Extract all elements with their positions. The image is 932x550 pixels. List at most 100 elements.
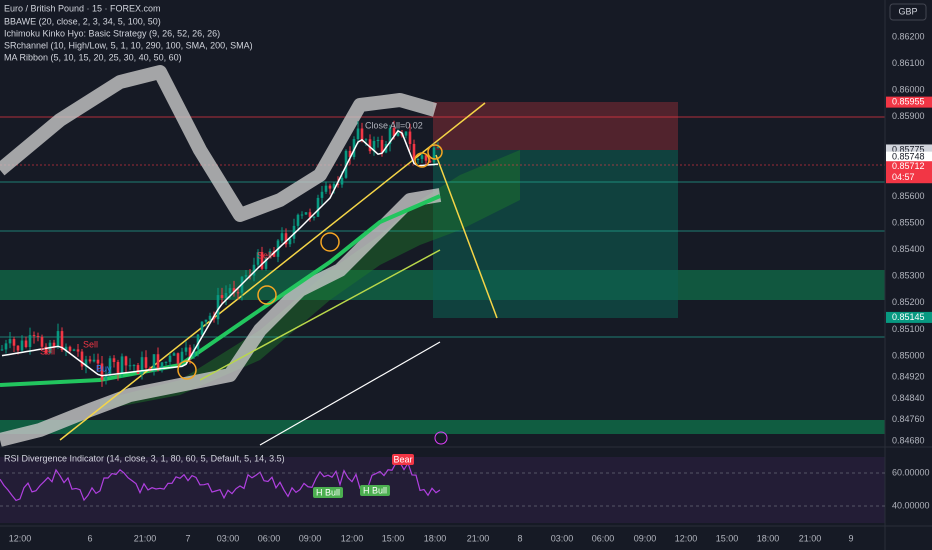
candle-body	[112, 358, 116, 362]
countdown: 04:57	[892, 172, 915, 182]
candle-body	[80, 351, 84, 367]
close-all-label: Close All=0.02	[365, 120, 423, 130]
candle-body	[364, 139, 368, 141]
price-badge	[886, 311, 932, 323]
buy-label: Buy	[96, 363, 112, 373]
candle-body	[20, 340, 24, 351]
candle-body	[304, 212, 308, 215]
time-label: 12:00	[9, 533, 32, 543]
candle-body	[76, 349, 80, 352]
candle-body	[352, 139, 356, 157]
candle-body	[120, 356, 124, 373]
rsi-tick-label: 40.00000	[892, 500, 930, 510]
candle-body	[104, 374, 108, 381]
time-label: 6	[87, 533, 92, 543]
candle-body	[32, 335, 36, 337]
candle-body	[380, 139, 384, 153]
candle-body	[232, 288, 236, 293]
currency[interactable]: GBP	[898, 6, 917, 16]
time-label: 18:00	[424, 533, 447, 543]
candle-body	[388, 128, 392, 145]
price-badge-label: 0.85712	[892, 161, 925, 171]
candle-body	[0, 349, 4, 351]
projection-arrow	[435, 154, 498, 319]
candle-body	[24, 340, 28, 347]
moving-average	[0, 194, 441, 387]
marker	[320, 232, 340, 252]
marker	[177, 360, 197, 380]
candle-body	[392, 128, 396, 136]
candle-body	[108, 358, 112, 375]
candle-body	[72, 349, 76, 351]
event-icon	[434, 431, 448, 445]
candle-body	[4, 343, 8, 350]
candle-body	[184, 347, 188, 352]
candle-body	[60, 331, 64, 350]
candle-body	[216, 295, 220, 320]
price-tick-label: 0.86100	[892, 58, 925, 68]
candle-body	[136, 365, 140, 374]
time-label: 09:00	[299, 533, 322, 543]
moving-average	[199, 249, 441, 381]
time-label: 03:00	[551, 533, 574, 543]
candle-body	[116, 361, 120, 373]
currency-box[interactable]	[889, 3, 927, 21]
candle-body	[28, 335, 32, 347]
price-tick-label: 0.84760	[892, 414, 925, 424]
price-badge-label: 0.85145	[892, 312, 925, 322]
time-label: 06:00	[592, 533, 615, 543]
candles	[0, 120, 440, 387]
candle-body	[244, 275, 248, 277]
candle-body	[224, 293, 228, 298]
candle-body	[188, 347, 192, 357]
candle-body	[264, 258, 268, 269]
candle-body	[356, 128, 360, 140]
time-label: 09:00	[634, 533, 657, 543]
candle-body	[128, 365, 132, 367]
time-label: 15:00	[382, 533, 405, 543]
price-tick-label: 0.85300	[892, 271, 925, 281]
candle-body	[164, 361, 168, 363]
candle-body	[420, 155, 424, 159]
price-tick-label: 0.85000	[892, 350, 925, 360]
candle-body	[284, 233, 288, 245]
candle-body	[424, 155, 428, 161]
candle-body	[260, 252, 264, 269]
candle-body	[236, 292, 240, 294]
candle-body	[200, 321, 204, 335]
candle-body	[268, 251, 272, 259]
price-tick-label: 0.85500	[892, 217, 925, 227]
time-label: 06:00	[258, 533, 281, 543]
candle-body	[12, 339, 16, 346]
time-label: 12:00	[341, 533, 364, 543]
ichimoku-cloud	[100, 150, 520, 410]
candle-body	[68, 346, 72, 351]
time-label: 15:00	[716, 533, 739, 543]
markers	[177, 144, 443, 380]
sell-label: Sell	[40, 346, 55, 356]
candle-body	[432, 147, 436, 163]
lower-band	[0, 188, 442, 447]
price-tick-label: 0.85400	[892, 244, 925, 254]
candle-body	[300, 214, 304, 216]
candle-body	[416, 158, 420, 160]
price-tick-label: 0.86200	[892, 31, 925, 41]
candle-body	[336, 183, 340, 185]
candle-body	[56, 331, 60, 348]
price-badge	[886, 161, 932, 184]
bear-badge	[392, 454, 414, 465]
indicator-legend: Ichimoku Kinko Hyo: Basic Strategy (9, 2…	[4, 28, 220, 38]
candle-body	[140, 357, 144, 374]
sell-label: Sell	[83, 339, 98, 349]
candle-body	[64, 346, 68, 350]
candle-body	[256, 252, 260, 265]
candle-body	[152, 354, 156, 372]
rsi-tick-label: 60.00000	[892, 467, 930, 477]
candle-body	[360, 128, 364, 141]
candle-body	[172, 353, 176, 356]
marker	[257, 285, 277, 305]
candle-body	[376, 139, 380, 141]
candle-body	[204, 319, 208, 322]
candle-body	[36, 335, 40, 337]
